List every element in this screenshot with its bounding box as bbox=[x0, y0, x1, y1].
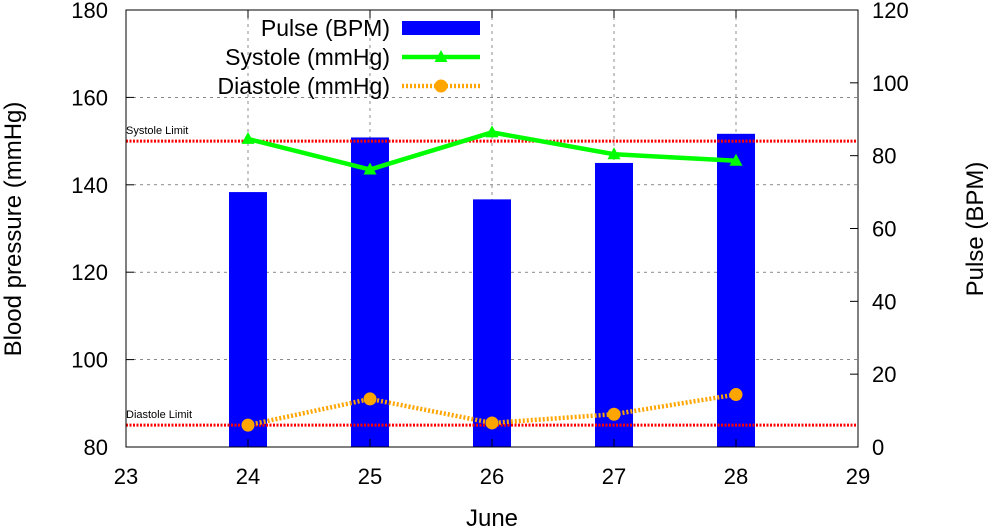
x-tick-label: 28 bbox=[724, 464, 748, 489]
reference-line-label: Systole Limit bbox=[126, 125, 188, 137]
systole-marker bbox=[607, 147, 621, 160]
diastole-marker bbox=[241, 418, 255, 432]
pulse-bar bbox=[473, 199, 511, 447]
y-left-tick-label: 100 bbox=[71, 348, 108, 373]
systole-marker bbox=[363, 162, 377, 175]
legend-marker bbox=[434, 50, 448, 62]
y-left-tick-label: 80 bbox=[84, 435, 108, 460]
y-right-tick-label: 120 bbox=[872, 0, 909, 23]
diastole-marker bbox=[485, 416, 499, 430]
x-tick-label: 26 bbox=[480, 464, 504, 489]
y-axis-right-title: Pulse (BPM) bbox=[962, 162, 989, 297]
x-tick-label: 29 bbox=[846, 464, 870, 489]
bp-lines bbox=[241, 125, 743, 432]
y-right-tick-label: 40 bbox=[872, 289, 896, 314]
legend-label: Pulse (BPM) bbox=[261, 15, 390, 41]
legend-swatch-bar bbox=[402, 21, 480, 35]
diastole-marker bbox=[729, 388, 743, 402]
y-left-tick-label: 160 bbox=[71, 85, 108, 110]
diastole-marker bbox=[363, 392, 377, 406]
y-right-tick-label: 20 bbox=[872, 362, 896, 387]
legend-marker bbox=[434, 79, 448, 93]
y-right-tick-label: 0 bbox=[872, 435, 884, 460]
axis-ticks: 23 24 25 26 27 28 29 80 100 120 140 160 180 0 20 40 60 80… bbox=[71, 0, 908, 489]
systole-marker bbox=[241, 131, 255, 144]
x-tick-label: 27 bbox=[602, 464, 626, 489]
legend-label: Diastole (mmHg) bbox=[217, 73, 390, 99]
y-right-tick-label: 100 bbox=[872, 71, 909, 96]
y-axis-left-title: Blood pressure (mmHg) bbox=[0, 102, 27, 357]
diastole-marker bbox=[607, 407, 621, 421]
y-right-tick-label: 80 bbox=[872, 144, 896, 169]
y-left-tick-label: 120 bbox=[71, 260, 108, 285]
legend: Pulse (BPM) Systole (mmHg) Diastole (mmHg) bbox=[217, 15, 480, 99]
x-axis-title: June bbox=[466, 505, 518, 528]
reference-line-label: Diastole Limit bbox=[126, 409, 192, 421]
x-tick-label: 23 bbox=[114, 464, 138, 489]
x-tick-label: 24 bbox=[236, 464, 260, 489]
x-tick-label: 25 bbox=[358, 464, 382, 489]
y-right-tick-label: 60 bbox=[872, 217, 896, 242]
legend-label: Systole (mmHg) bbox=[225, 44, 390, 70]
y-left-tick-label: 140 bbox=[71, 173, 108, 198]
pulse-bar bbox=[229, 192, 267, 447]
systole-marker bbox=[729, 153, 743, 166]
y-left-tick-label: 180 bbox=[71, 0, 108, 23]
systole-marker bbox=[485, 125, 499, 138]
pulse-bar bbox=[595, 162, 633, 447]
